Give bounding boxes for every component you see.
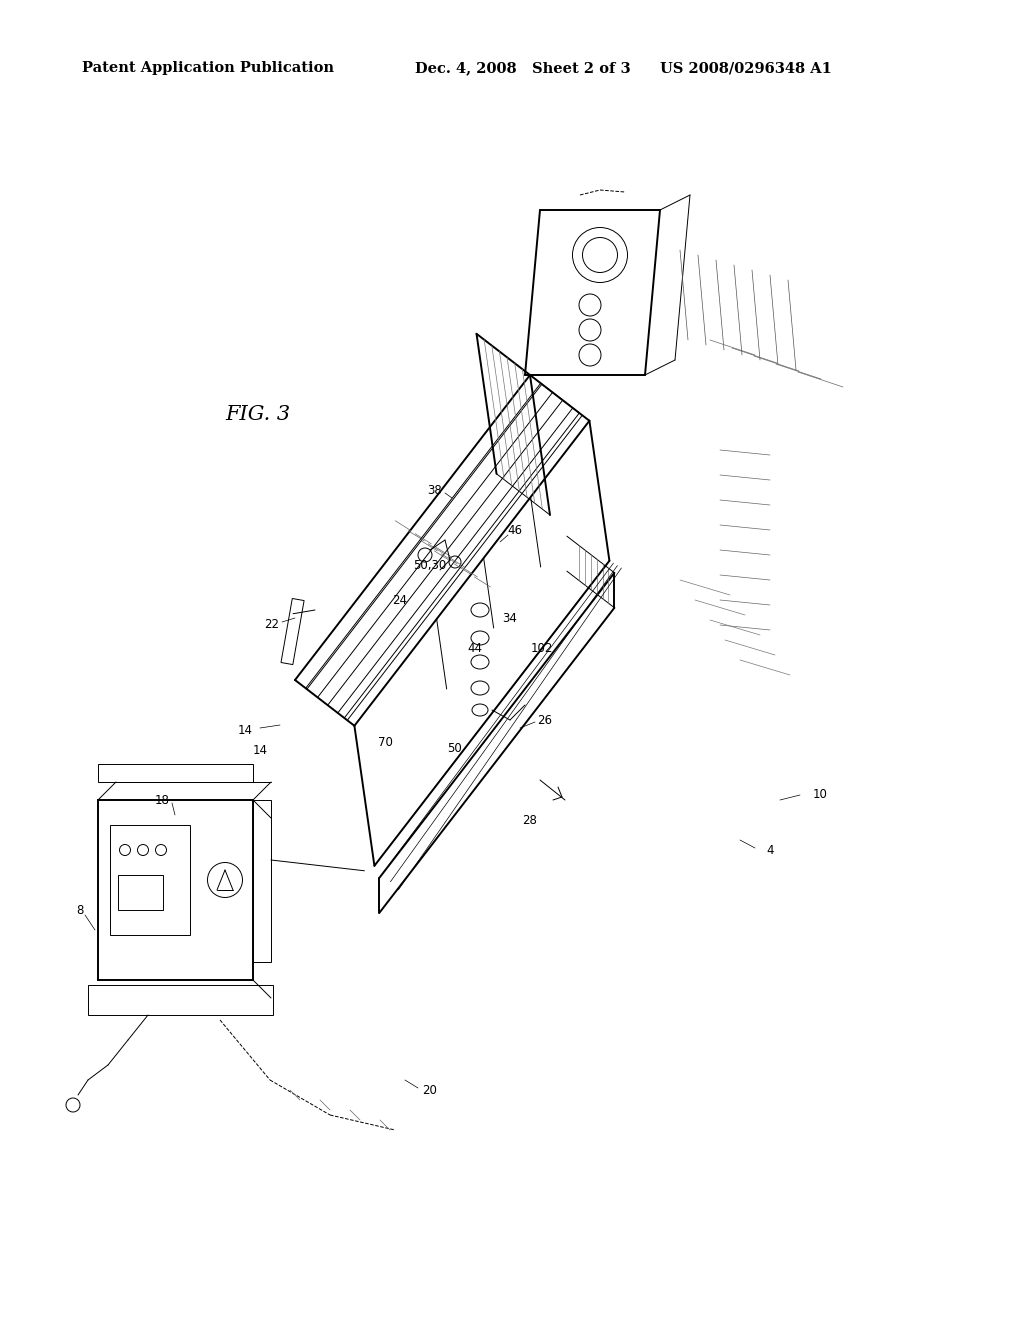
Text: 18: 18 bbox=[155, 793, 169, 807]
Text: 14: 14 bbox=[238, 723, 253, 737]
Text: 10: 10 bbox=[813, 788, 827, 801]
Text: US 2008/0296348 A1: US 2008/0296348 A1 bbox=[660, 61, 831, 75]
Text: Dec. 4, 2008   Sheet 2 of 3: Dec. 4, 2008 Sheet 2 of 3 bbox=[415, 61, 631, 75]
Text: 22: 22 bbox=[264, 619, 280, 631]
Text: 26: 26 bbox=[538, 714, 553, 726]
Text: 34: 34 bbox=[503, 611, 517, 624]
Text: FIG. 3: FIG. 3 bbox=[225, 405, 291, 425]
Bar bbox=[118, 875, 163, 909]
Text: 46: 46 bbox=[508, 524, 522, 536]
Text: Patent Application Publication: Patent Application Publication bbox=[82, 61, 334, 75]
Bar bbox=[98, 800, 253, 979]
Text: 24: 24 bbox=[392, 594, 408, 606]
Text: 70: 70 bbox=[378, 735, 392, 748]
Text: 38: 38 bbox=[428, 483, 442, 496]
Text: 4: 4 bbox=[766, 843, 774, 857]
Bar bbox=[110, 825, 190, 935]
Text: 44: 44 bbox=[468, 642, 482, 655]
Text: 28: 28 bbox=[522, 813, 538, 826]
Bar bbox=[98, 764, 253, 781]
Text: 14: 14 bbox=[253, 743, 267, 756]
Text: 50: 50 bbox=[447, 742, 463, 755]
Text: 50,30: 50,30 bbox=[414, 558, 446, 572]
Text: 20: 20 bbox=[423, 1084, 437, 1097]
Bar bbox=[88, 985, 273, 1015]
Text: 102: 102 bbox=[530, 642, 553, 655]
Bar bbox=[281, 598, 304, 664]
Bar bbox=[253, 800, 271, 962]
Text: 8: 8 bbox=[77, 903, 84, 916]
